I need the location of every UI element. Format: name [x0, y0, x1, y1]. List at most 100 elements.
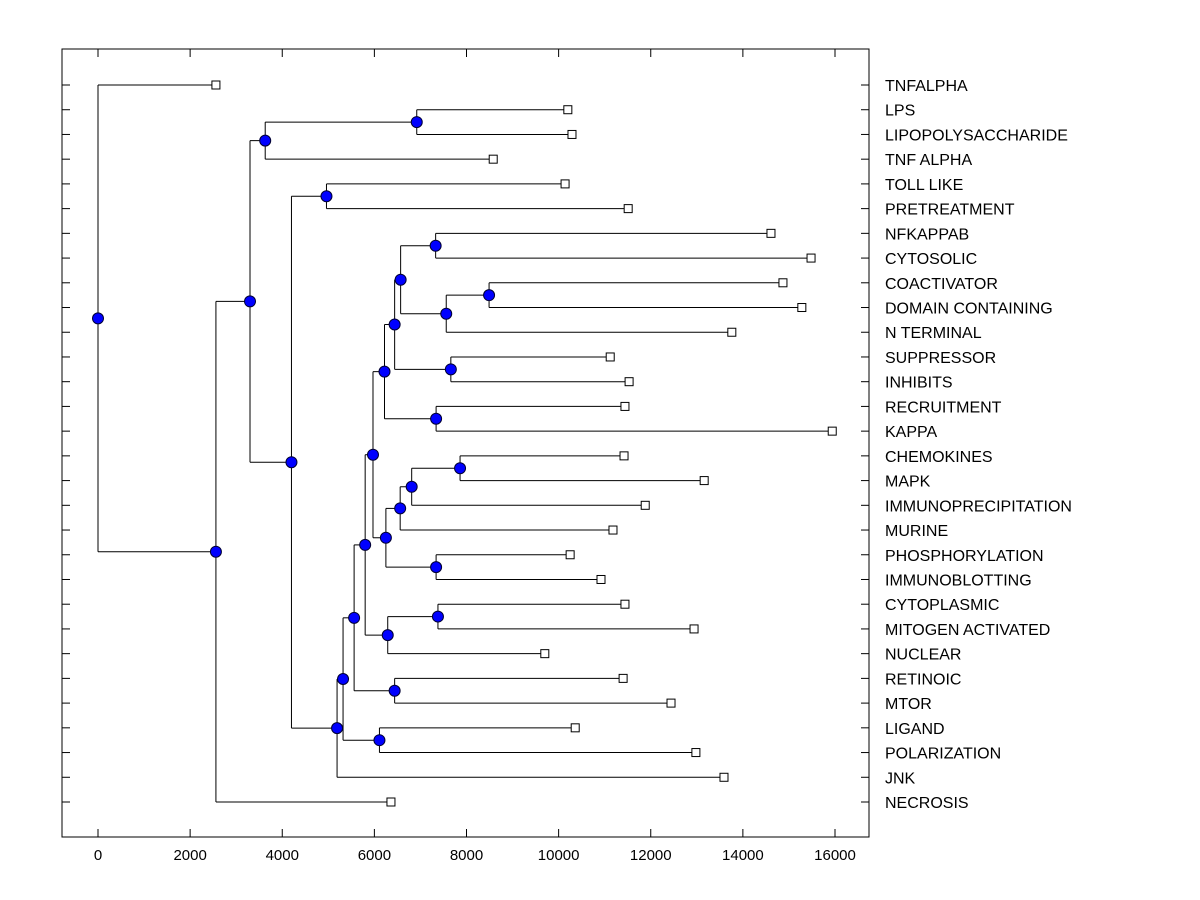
leaf-marker [619, 451, 629, 461]
cluster-node [379, 531, 392, 544]
leaf-marker [608, 525, 618, 535]
leaf-marker [719, 772, 729, 782]
cluster-node [92, 312, 104, 325]
leaf-marker [596, 574, 606, 584]
cluster-node [444, 363, 457, 376]
x-tick-label: 2000 [173, 847, 206, 864]
cluster-node [373, 734, 386, 747]
leaf-label: N TERMINAL [885, 325, 982, 342]
x-tick-label: 4000 [266, 847, 299, 864]
cluster-node [381, 629, 394, 642]
leaf-label: MAPK [885, 474, 931, 491]
leaf-label: CYTOSOLIC [885, 251, 977, 268]
leaf-label: RETINOIC [885, 671, 961, 688]
leaf-marker [778, 278, 788, 288]
leaf-label: IMMUNOPRECIPITATION [885, 498, 1072, 515]
leaf-label: LIGAND [885, 721, 945, 738]
leaf-marker [623, 204, 633, 214]
x-tick-label: 12000 [630, 847, 672, 864]
leaf-marker [620, 599, 630, 609]
cluster-node [259, 134, 272, 147]
leaf-marker [567, 129, 577, 139]
leaf-marker [620, 401, 630, 411]
leaf-label: NUCLEAR [885, 647, 961, 664]
x-tick-label: 14000 [722, 847, 764, 864]
leaf-label: INHIBITS [885, 375, 953, 392]
cluster-node [410, 116, 423, 129]
leaf-marker [666, 698, 676, 708]
leaf-labels: TNFALPHA LPS LIPOPOLYSACCHARIDE TNF ALPHA TO… [885, 78, 1072, 812]
leaf-label: TOLL LIKE [885, 177, 963, 194]
leaf-marker [488, 154, 498, 164]
cluster-node [359, 538, 372, 551]
leaf-marker [689, 624, 699, 634]
cluster-node [388, 318, 401, 331]
leaf-label: SUPPRESSOR [885, 350, 996, 367]
leaf-label: MTOR [885, 696, 932, 713]
leaf-label: MURINE [885, 523, 948, 540]
leaf-marker [806, 253, 816, 263]
cluster-node [405, 480, 418, 493]
x-tick-label: 0 [94, 847, 102, 864]
cluster-node [394, 502, 407, 515]
leaf-marker [827, 426, 837, 436]
cluster-node [430, 561, 443, 574]
leaf-label: NECROSIS [885, 795, 969, 812]
internal-nodes [92, 116, 496, 747]
leaf-label: MITOGEN ACTIVATED [885, 622, 1050, 639]
leaf-label: LIPOPOLYSACCHARIDE [885, 127, 1068, 144]
leaf-label: COACTIVATOR [885, 276, 998, 293]
leaf-label: POLARIZATION [885, 746, 1001, 763]
leaf-marker [618, 673, 628, 683]
cluster-node [285, 456, 298, 469]
cluster-node [348, 611, 361, 624]
leaf-marker [563, 105, 573, 115]
cluster-node [454, 462, 467, 475]
x-tick-label: 8000 [450, 847, 483, 864]
leaf-markers [211, 80, 837, 807]
cluster-node [429, 239, 442, 252]
cluster-node [331, 722, 344, 735]
cluster-node [378, 365, 391, 378]
x-tick-label: 6000 [358, 847, 391, 864]
leaf-marker [797, 303, 807, 313]
leaf-label: JNK [885, 770, 916, 787]
cluster-node [366, 448, 379, 461]
plot-frame [61, 48, 870, 838]
leaf-marker [699, 476, 709, 486]
leaf-label: DOMAIN CONTAINING [885, 301, 1053, 318]
leaf-marker [624, 377, 634, 387]
leaf-marker [766, 228, 776, 238]
leaf-label: IMMUNOBLOTTING [885, 572, 1032, 589]
x-axis: 0 2000 4000 6000 8000 10000 12000 14000 16000 [94, 49, 856, 864]
cluster-node [209, 545, 222, 558]
leaf-marker [386, 797, 396, 807]
leaf-marker [570, 723, 580, 733]
cluster-node [394, 273, 407, 286]
cluster-node [244, 295, 257, 308]
leaf-marker [691, 748, 701, 758]
x-tick-label: 16000 [814, 847, 856, 864]
leaf-marker [211, 80, 221, 90]
leaf-label: PHOSPHORYLATION [885, 548, 1044, 565]
leaf-label: LPS [885, 103, 915, 120]
leaf-label: CYTOPLASMIC [885, 597, 999, 614]
cluster-node [337, 673, 350, 686]
leaf-marker [605, 352, 615, 362]
cluster-node [440, 307, 453, 320]
branches [97, 84, 833, 803]
y-ticks [62, 84, 869, 803]
leaf-marker [560, 179, 570, 189]
cluster-node [430, 412, 443, 425]
leaf-marker [565, 550, 575, 560]
leaf-label: KAPPA [885, 424, 938, 441]
leaf-label: NFKAPPAB [885, 226, 969, 243]
x-tick-label: 10000 [538, 847, 580, 864]
cluster-node [320, 190, 333, 203]
cluster-node [483, 289, 496, 302]
cluster-node [431, 610, 444, 623]
leaf-label: PRETREATMENT [885, 202, 1015, 219]
leaf-label: TNF ALPHA [885, 152, 972, 169]
leaf-marker [540, 649, 550, 659]
